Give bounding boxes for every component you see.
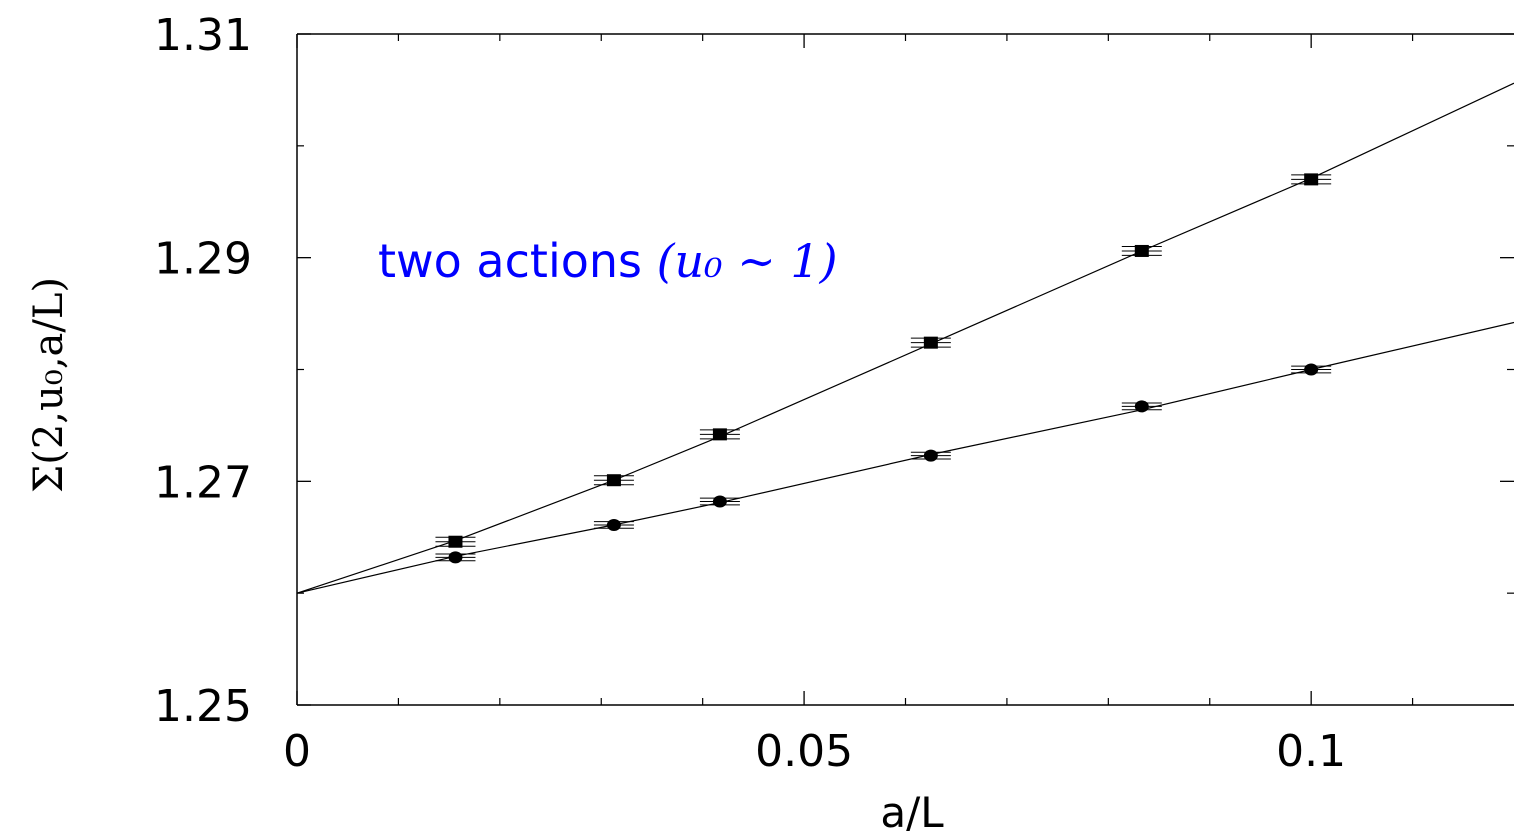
tick-labels: 0 0.05 0.1 1.25 1.27 1.29 1.31 xyxy=(154,10,1346,777)
circle-marker xyxy=(712,495,727,508)
data-point-square xyxy=(593,474,634,487)
y-tick-label: 1.31 xyxy=(154,10,252,61)
annotation-prefix: two actions xyxy=(378,234,657,288)
data-point-square xyxy=(1121,244,1162,257)
data-point-square xyxy=(699,428,740,441)
y-tick-label: 1.29 xyxy=(154,234,252,285)
plot-frame xyxy=(296,33,1514,706)
data-point-circle xyxy=(699,495,740,508)
data-points xyxy=(435,173,1332,564)
x-tick-label: 0 xyxy=(283,726,311,777)
data-point-circle xyxy=(1121,400,1162,413)
data-point-square xyxy=(1291,173,1332,186)
x-tick-label: 0.1 xyxy=(1276,726,1346,777)
circle-marker xyxy=(606,518,621,531)
square-marker xyxy=(923,336,938,349)
annotation-text: two actions (u₀ ∼ 1) xyxy=(378,234,838,288)
circle-marker xyxy=(923,449,938,462)
data-point-circle xyxy=(1291,363,1332,376)
data-point-circle xyxy=(435,551,476,564)
x-axis-label: a/L xyxy=(880,788,944,836)
fit-curve-square xyxy=(296,82,1514,594)
y-tick-label: 1.27 xyxy=(154,457,252,508)
data-point-circle xyxy=(593,518,634,531)
data-point-square xyxy=(910,336,951,349)
circle-marker xyxy=(448,551,463,564)
square-marker xyxy=(1134,244,1149,257)
y-axis-label: Σ(2,u₀,a/L) xyxy=(26,277,72,493)
circle-marker xyxy=(1304,363,1319,376)
x-tick-label: 0.05 xyxy=(755,726,853,777)
square-marker xyxy=(1304,173,1319,186)
circle-marker xyxy=(1134,400,1149,413)
data-point-square xyxy=(435,535,476,548)
fit-curves xyxy=(296,82,1514,594)
annotation-math: (u₀ ∼ 1) xyxy=(657,234,838,288)
square-marker xyxy=(712,428,727,441)
fit-curve-circle xyxy=(296,321,1514,594)
data-point-circle xyxy=(910,449,951,462)
y-tick-label: 1.25 xyxy=(154,681,252,732)
square-marker xyxy=(448,535,463,548)
axis-ticks xyxy=(296,33,1514,706)
square-marker xyxy=(606,474,621,487)
